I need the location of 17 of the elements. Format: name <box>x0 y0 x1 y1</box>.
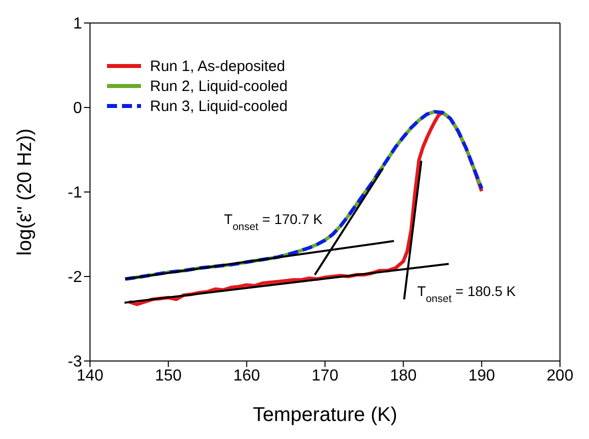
x-tick-label: 200 <box>546 367 574 384</box>
annotation: T$_{onset}$ = 170.7 K <box>224 210 324 233</box>
y-tick-label: 1 <box>73 16 82 33</box>
y-tick-label: -1 <box>68 184 82 202</box>
legend-label: Run 1, As-deposited <box>150 58 286 74</box>
x-tick-label: 180 <box>390 367 417 384</box>
annotation: T$_{onset}$ = 180.5 K <box>417 283 516 306</box>
legend-label: Run 3, Liquid-cooled <box>150 98 288 114</box>
y-tick-label: 0 <box>73 100 82 118</box>
y-axis-title: log(ε" (20 Hz)) <box>14 128 36 256</box>
x-axis-title: Temperature (K) <box>252 404 398 426</box>
x-tick-label: 190 <box>468 367 496 384</box>
y-tick-label: -2 <box>68 269 82 286</box>
x-tick-label: 150 <box>154 367 182 384</box>
legend-label: Run 2, Liquid-cooled <box>150 78 288 94</box>
x-tick-label: 170 <box>312 367 338 384</box>
x-tick-label: 160 <box>233 367 260 384</box>
